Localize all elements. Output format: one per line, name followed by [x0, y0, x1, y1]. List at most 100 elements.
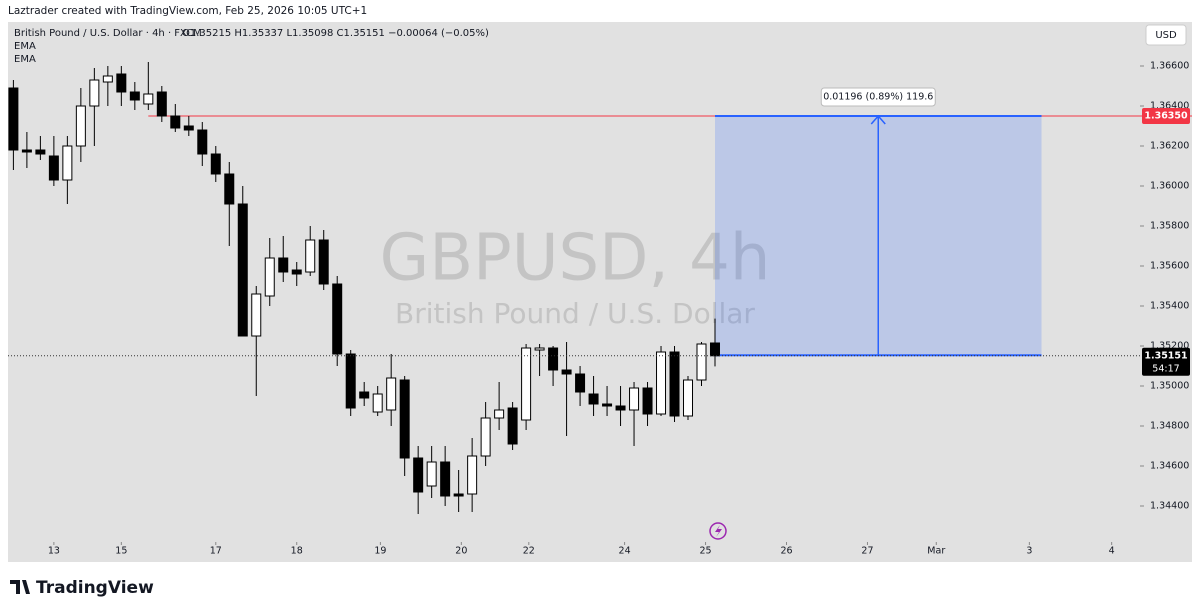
- x-tick-label: 3: [1026, 546, 1032, 557]
- candle-body: [413, 457, 424, 493]
- x-tick-label: 17: [210, 546, 222, 557]
- candle-body: [332, 283, 343, 355]
- candle-body: [21, 149, 32, 153]
- candle-body: [210, 153, 221, 175]
- y-tick-label: 1.35200: [1150, 341, 1189, 352]
- currency-button[interactable]: [1145, 24, 1187, 46]
- candle-body: [440, 461, 451, 497]
- candle-body: [75, 105, 86, 147]
- hline-badge: [1142, 108, 1190, 124]
- x-tick-label: 4: [1109, 546, 1115, 557]
- x-tick-label: 19: [374, 546, 386, 557]
- candle-body: [251, 293, 262, 337]
- candle-body: [629, 387, 640, 411]
- ohlc-line: O1.35215 H1.35337 L1.35098 C1.35151 −0.0…: [182, 28, 489, 39]
- candle-body: [656, 351, 667, 415]
- candle-body: [62, 145, 73, 181]
- candle-body: [521, 347, 532, 421]
- candle-body: [615, 405, 626, 411]
- y-tick-label: 1.35000: [1150, 381, 1189, 392]
- indicator: EMA: [14, 54, 36, 65]
- candle-body: [709, 342, 720, 357]
- last-price-badge: [1142, 347, 1190, 376]
- candle-body: [453, 493, 464, 497]
- y-tick-label: 1.36200: [1150, 141, 1189, 152]
- candle-body: [291, 269, 302, 275]
- x-tick-label: 15: [115, 546, 127, 557]
- candle-body: [318, 239, 329, 285]
- currency-label: USD: [1155, 30, 1177, 41]
- candle-body: [102, 75, 113, 83]
- candle-body: [426, 461, 437, 487]
- x-tick-label: 20: [455, 546, 467, 557]
- x-tick-label: 27: [861, 546, 873, 557]
- candle-body: [588, 393, 599, 405]
- y-tick-label: 1.34400: [1150, 501, 1189, 512]
- candle-body: [143, 93, 154, 105]
- brand-name: TradingView: [36, 578, 154, 598]
- y-tick-label: 1.36000: [1150, 181, 1189, 192]
- brand: TradingView: [10, 578, 154, 598]
- watermark-subtitle: British Pound / U.S. Dollar: [395, 297, 755, 330]
- x-tick-label: 18: [291, 546, 303, 557]
- candle-body: [642, 387, 653, 415]
- candle-body: [89, 79, 100, 107]
- symbol-line: British Pound / U.S. Dollar · 4h · FXCM: [14, 28, 202, 39]
- y-tick-label: 1.35800: [1150, 221, 1189, 232]
- credit: Laztrader created with TradingView.com, …: [8, 5, 367, 17]
- x-tick-label: 26: [780, 546, 792, 557]
- candle-body: [548, 347, 559, 371]
- candle-body: [386, 377, 397, 411]
- x-tick-label: 13: [48, 546, 60, 557]
- watermark-title: GBPUSD, 4h: [380, 222, 771, 296]
- candle-body: [264, 257, 275, 297]
- y-tick-label: 1.36600: [1150, 61, 1189, 72]
- candle-body: [8, 87, 19, 151]
- candle-body: [35, 149, 46, 155]
- candle-body: [480, 417, 491, 457]
- y-tick-label: 1.34600: [1150, 461, 1189, 472]
- x-tick-label: 24: [619, 546, 631, 557]
- candle-body: [372, 393, 383, 413]
- lightning-icon: [709, 522, 727, 540]
- candle-body: [399, 379, 410, 459]
- y-tick-label: 1.35600: [1150, 261, 1189, 272]
- x-tick-label: Mar: [927, 546, 945, 557]
- candle-body: [575, 373, 586, 393]
- measure-label-box: [820, 87, 936, 107]
- indicator: EMA: [14, 41, 36, 52]
- candle-body: [683, 379, 694, 417]
- candle-body: [48, 155, 59, 181]
- candle-body: [696, 343, 707, 381]
- candle-body: [602, 403, 613, 407]
- y-tick-label: 1.35400: [1150, 301, 1189, 312]
- x-tick-label: 22: [523, 546, 535, 557]
- candle-body: [170, 115, 181, 129]
- y-tick-label: 1.36400: [1150, 101, 1189, 112]
- candle-body: [278, 257, 289, 273]
- candle-body: [305, 239, 316, 273]
- arrow-head: [870, 114, 886, 125]
- candle-body: [183, 125, 194, 131]
- candle-body: [116, 73, 127, 93]
- chart-background: [8, 22, 1192, 562]
- hline-badge-label: 1.36350: [1144, 111, 1188, 122]
- candle-body: [494, 409, 505, 419]
- candle-body: [561, 369, 572, 375]
- candle-body: [534, 347, 545, 351]
- candle-body: [669, 351, 680, 417]
- candle-body: [156, 91, 167, 117]
- measure-label: 0.01196 (0.89%) 119.6: [823, 92, 933, 103]
- candle-body: [129, 91, 140, 101]
- candle-body: [237, 203, 248, 337]
- candle-body: [359, 391, 370, 399]
- last-price-label: 1.35151: [1144, 350, 1187, 361]
- candle-body: [345, 353, 356, 409]
- candle-body: [507, 407, 518, 445]
- candle-body: [197, 129, 208, 155]
- countdown: 54:17: [1152, 363, 1179, 374]
- y-tick-label: 1.34800: [1150, 421, 1189, 432]
- x-tick-label: 25: [700, 546, 712, 557]
